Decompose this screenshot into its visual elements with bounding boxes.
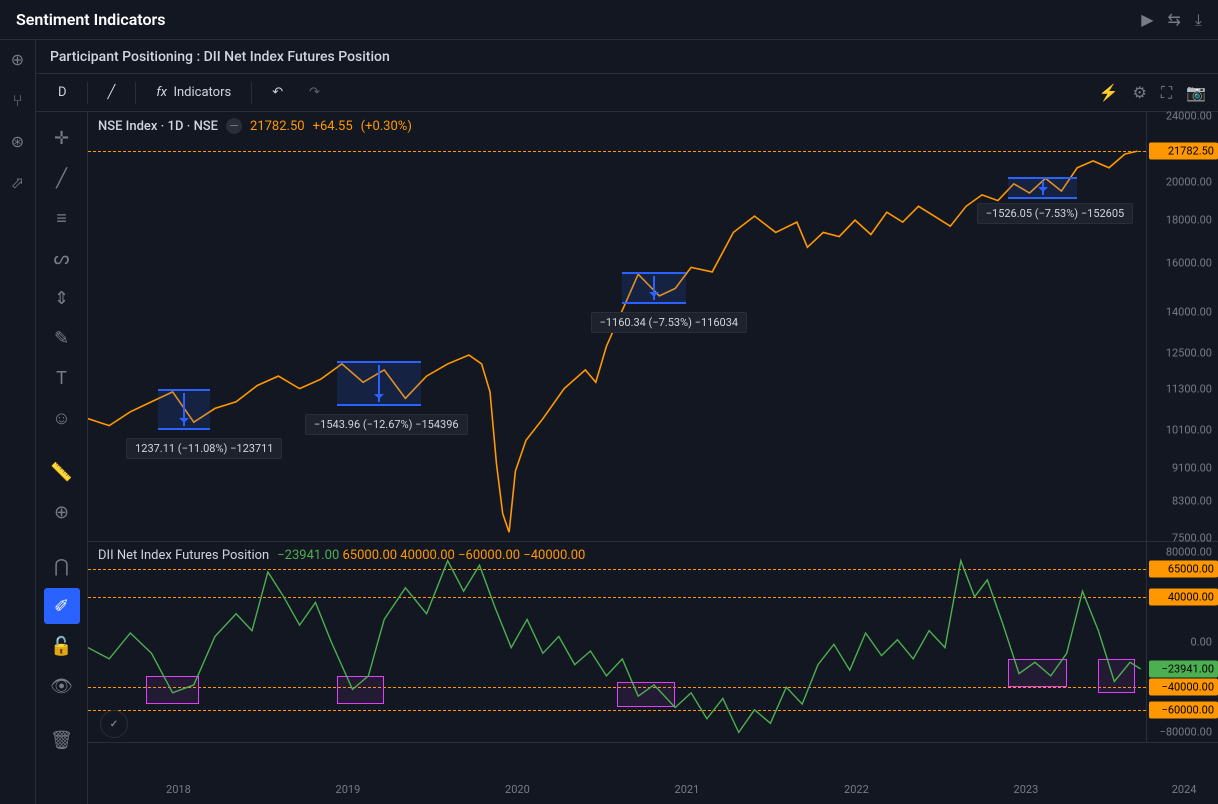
indicator-title: DII Net Index Futures Position	[98, 548, 269, 563]
y-tick-label: 80000.00	[1166, 545, 1212, 558]
y-tick-label: 24000.00	[1166, 110, 1212, 123]
breadcrumb-text: Participant Positioning : DII Net Index …	[50, 49, 390, 65]
chart-toolbar: D ╱ fx Indicators ↶ ↷ ⚡ ⚙ ⛶ 📷	[36, 74, 1218, 112]
x-tick-label: 2020	[505, 783, 530, 796]
chart-area: NSE Index · 1D · NSE — 21782.50 +64.55 (…	[88, 112, 1218, 804]
pitchfork-tool[interactable]: ᔕ	[44, 240, 80, 276]
indicator-legend: DII Net Index Futures Position −23941.00…	[98, 548, 585, 563]
drawdown-box[interactable]	[1008, 177, 1077, 199]
drawing-tool-column: ✛ ╱ ≡ ᔕ ⇕ ✎ T ☺ 📏 ⊕ ⋂ ✐ 🔓 👁 🗑	[36, 112, 88, 804]
eye-tool[interactable]: 👁	[44, 668, 80, 704]
price-y-axis[interactable]: 24000.00 21782.50 20000.00 18000.00 16000.00…	[1146, 112, 1218, 541]
y-tick-label: 8300.00	[1172, 495, 1212, 508]
indicator-y-axis[interactable]: 80000.00 65000.00 40000.00 0.00 −23941.00−40…	[1146, 542, 1218, 742]
price-change-pct: (+0.30%)	[361, 119, 412, 134]
indicator-value: −40000.00	[520, 548, 585, 563]
indicators-button[interactable]: fx Indicators	[146, 81, 241, 104]
time-axis[interactable]: 2018 2019 2020 2021 2022 2023 2024	[88, 742, 1218, 804]
crosshair-tool[interactable]: ✛	[44, 120, 80, 156]
drawdown-label: −1543.96 (−12.67%) −154396	[305, 414, 468, 435]
level-badge: 40000.00	[1149, 588, 1218, 605]
text-height-tool[interactable]: ⇕	[44, 280, 80, 316]
price-badge: 21782.50	[1149, 143, 1218, 160]
indicator-value: 65000.00	[339, 548, 397, 563]
youtube-icon[interactable]: ▶	[1141, 10, 1153, 30]
fullscreen-icon[interactable]: ⛶	[1161, 83, 1172, 103]
drawdown-label: −1160.34 (−7.53%) −116034	[591, 312, 748, 333]
x-tick-label: 2022	[844, 783, 869, 796]
x-tick-label: 2023	[1014, 783, 1039, 796]
indicator-value: −60000.00	[455, 548, 520, 563]
last-price: 21782.50	[250, 119, 305, 134]
y-tick-label: 20000.00	[1166, 176, 1212, 189]
y-tick-label: 11300.00	[1166, 383, 1212, 396]
x-tick-label: 2019	[336, 783, 361, 796]
drawdown-box[interactable]	[158, 389, 210, 430]
target-icon[interactable]: ⊕	[11, 50, 24, 69]
far-left-rail: ⊕ ⑂ ⊛ ⬀	[0, 40, 36, 804]
legend-collapse-icon[interactable]: —	[226, 118, 242, 134]
x-tick-label: 2021	[675, 783, 700, 796]
text-tool[interactable]: T	[44, 360, 80, 396]
y-tick-label: 12500.00	[1166, 346, 1212, 359]
chart-line-icon[interactable]: ⬀	[11, 173, 24, 192]
price-change: +64.55	[313, 119, 353, 134]
y-tick-label: 16000.00	[1166, 257, 1212, 270]
x-tick-label: 2018	[166, 783, 191, 796]
indicator-value: 40000.00	[397, 548, 455, 563]
interval-button[interactable]: D	[48, 81, 77, 104]
tradingview-logo-icon[interactable]: ✓	[100, 710, 128, 738]
gear-icon[interactable]: ⚙	[1133, 83, 1147, 103]
trendline-tool[interactable]: ╱	[44, 160, 80, 196]
level-badge: −60000.00	[1149, 701, 1218, 718]
app-title: Sentiment Indicators	[16, 10, 166, 29]
flash-icon[interactable]: ⚡	[1099, 83, 1119, 103]
price-pane[interactable]: NSE Index · 1D · NSE — 21782.50 +64.55 (…	[88, 112, 1218, 542]
y-tick-label: 14000.00	[1166, 305, 1212, 318]
breadcrumb: Participant Positioning : DII Net Index …	[36, 40, 1218, 74]
y-tick-label: 10100.00	[1166, 424, 1212, 437]
undo-button[interactable]: ↶	[262, 81, 293, 104]
lock-tool[interactable]: 🔓	[44, 628, 80, 664]
emoji-tool[interactable]: ☺	[44, 400, 80, 436]
x-tick-label: 2024	[1172, 783, 1197, 796]
trash-tool[interactable]: 🗑	[44, 722, 80, 758]
parallel-lines-tool[interactable]: ≡	[44, 200, 80, 236]
drawdown-box[interactable]	[337, 361, 422, 405]
y-tick-label: 9100.00	[1172, 461, 1212, 474]
lock-draw-tool[interactable]: ✐	[44, 588, 80, 624]
price-legend: NSE Index · 1D · NSE — 21782.50 +64.55 (…	[98, 118, 412, 134]
symbol-label: NSE Index · 1D · NSE	[98, 119, 218, 134]
y-tick-label: 18000.00	[1166, 214, 1212, 227]
brush-tool[interactable]: ✎	[44, 320, 80, 356]
indicator-pane[interactable]: DII Net Index Futures Position −23941.00…	[88, 542, 1218, 742]
download-icon[interactable]: ⤓	[1195, 10, 1202, 30]
level-badge: −23941.00	[1149, 661, 1218, 678]
globe-icon[interactable]: ⊛	[11, 132, 24, 151]
zoom-tool[interactable]: ⊕	[44, 494, 80, 530]
branch-icon[interactable]: ⑂	[13, 91, 23, 110]
chart-type-button[interactable]: ╱	[98, 81, 126, 104]
header-actions: ▶ ⇆ ⤓	[1141, 10, 1202, 30]
share-icon[interactable]: ⇆	[1168, 10, 1181, 30]
camera-icon[interactable]: 📷	[1186, 83, 1206, 103]
indicator-value: −23941.00	[277, 548, 339, 563]
level-badge: −40000.00	[1149, 679, 1218, 696]
level-badge: 65000.00	[1149, 560, 1218, 577]
app-header: Sentiment Indicators ▶ ⇆ ⤓	[0, 0, 1218, 40]
y-tick-label: 0.00	[1191, 636, 1212, 649]
ruler-tool[interactable]: 📏	[44, 454, 80, 490]
drawdown-label: −1526.05 (−7.53%) −152605	[977, 203, 1134, 224]
drawdown-label: 1237.11 (−11.08%) −123711	[126, 438, 282, 459]
magnet-tool[interactable]: ⋂	[44, 548, 80, 584]
y-tick-label: −80000.00	[1160, 726, 1212, 739]
drawdown-box[interactable]	[622, 272, 685, 304]
redo-button[interactable]: ↷	[299, 81, 330, 104]
